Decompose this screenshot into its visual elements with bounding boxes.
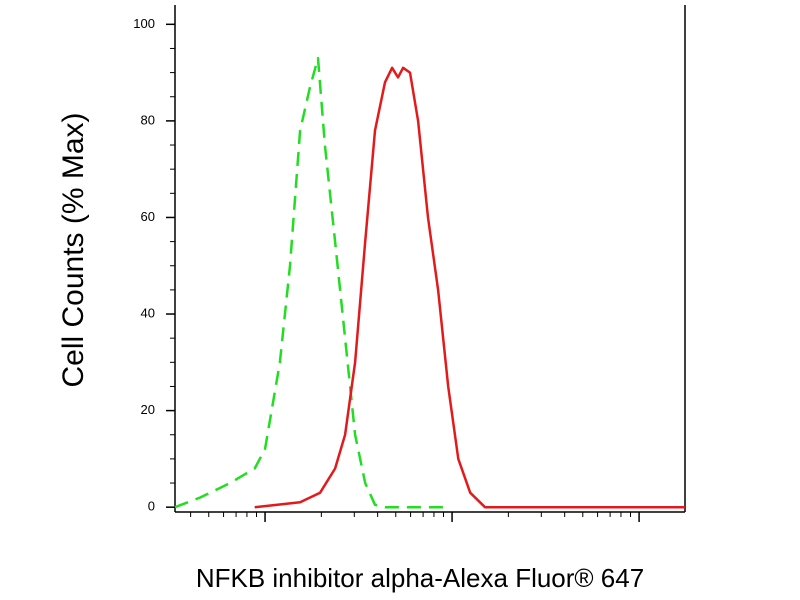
y-tick-label: 80: [141, 112, 155, 127]
x-axis-title: NFKB inhibitor alpha-Alexa Fluor® 647: [196, 563, 644, 593]
series-line: [174, 56, 449, 509]
y-tick-label: 60: [141, 209, 155, 224]
y-tick-label: 0: [148, 499, 155, 514]
y-axis-title: Cell Counts (% Max): [57, 112, 90, 387]
y-tick-label: 100: [133, 16, 155, 31]
y-tick-label: 40: [141, 305, 155, 320]
y-tick-label: 20: [141, 402, 155, 417]
series-line: [254, 66, 685, 509]
